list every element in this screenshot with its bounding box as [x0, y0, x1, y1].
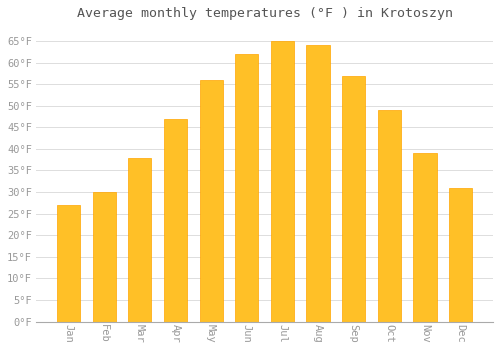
- Bar: [271, 41, 294, 322]
- Bar: [378, 110, 401, 322]
- Bar: [449, 188, 472, 322]
- Bar: [57, 205, 80, 322]
- Bar: [128, 158, 152, 322]
- Bar: [306, 45, 330, 322]
- Bar: [414, 153, 436, 322]
- Bar: [92, 192, 116, 322]
- Bar: [200, 80, 222, 322]
- Bar: [342, 76, 365, 322]
- Bar: [235, 54, 258, 322]
- Bar: [164, 119, 187, 322]
- Title: Average monthly temperatures (°F ) in Krotoszyn: Average monthly temperatures (°F ) in Kr…: [76, 7, 452, 20]
